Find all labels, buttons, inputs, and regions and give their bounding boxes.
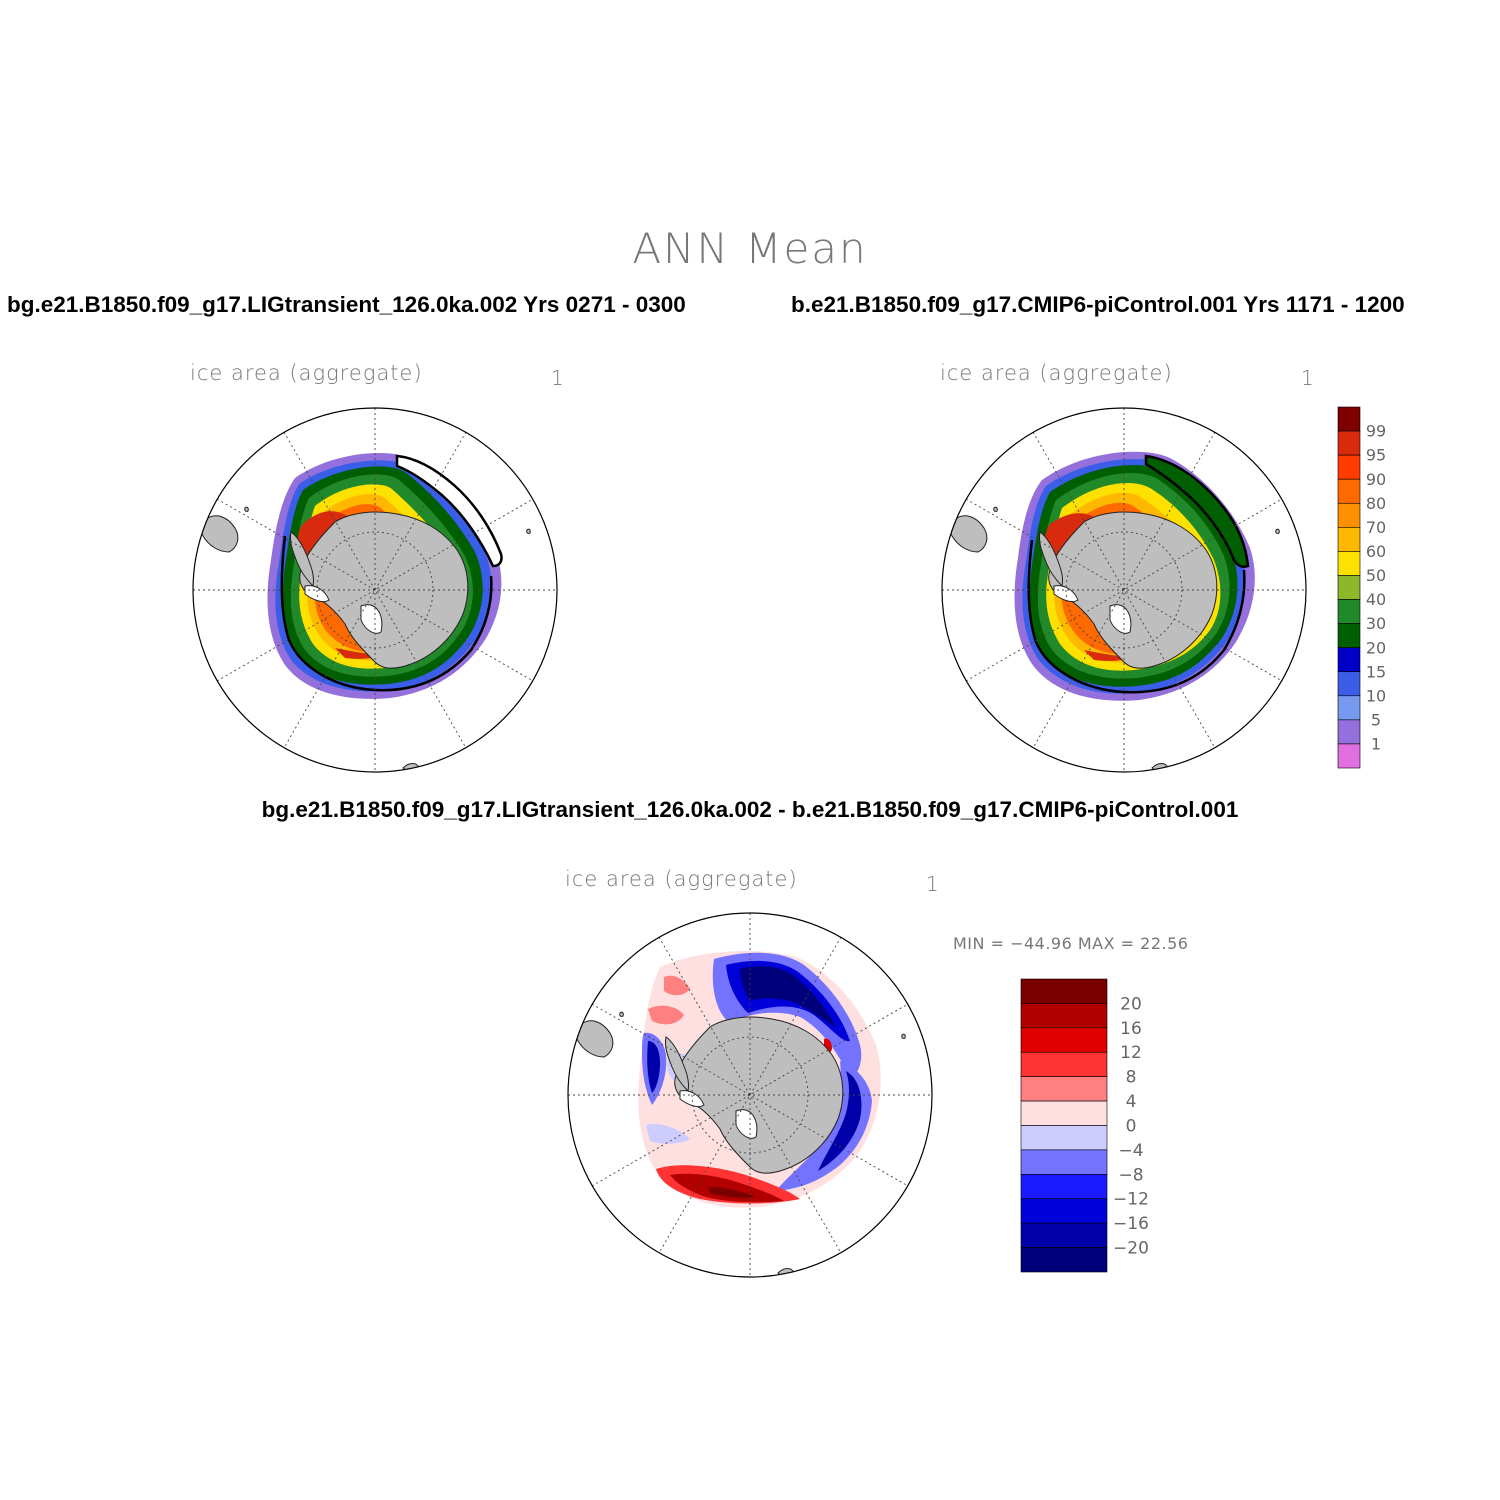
abs-colorbar-tick-label: 80 <box>1366 494 1386 513</box>
diff-colorbar-swatch <box>1020 1222 1108 1248</box>
diff-colorbar-swatch <box>1020 1174 1108 1200</box>
abs-colorbar-tick-label: 5 <box>1371 710 1381 729</box>
abs-colorbar-swatch <box>1337 695 1361 721</box>
abs-colorbar-tick-label: 95 <box>1366 446 1386 465</box>
abs-colorbar-swatch <box>1337 623 1361 648</box>
diff-colorbar-swatch <box>1020 1076 1108 1102</box>
diff-colorbar-tick-label: −20 <box>1113 1239 1149 1259</box>
diff-colorbar-tick-label: 12 <box>1120 1043 1142 1063</box>
diff-colorbar-swatch <box>1020 1027 1108 1053</box>
abs-colorbar-swatch <box>1337 719 1361 745</box>
abs-colorbar-swatch <box>1337 406 1361 432</box>
diff-colorbar-swatch <box>1020 1149 1108 1175</box>
diff-colorbar-tick-label: 4 <box>1126 1092 1137 1112</box>
abs-colorbar-swatch <box>1337 430 1361 456</box>
graticule <box>568 913 932 1277</box>
diff-colorbar-tick-label: 20 <box>1120 994 1142 1014</box>
diff-case-title: bg.e21.B1850.f09_g17.LIGtransient_126.0k… <box>261 797 1239 822</box>
abs-colorbar-tick-label: 10 <box>1366 686 1386 705</box>
diff-colorbar-swatch <box>1020 1100 1108 1126</box>
abs-colorbar-swatch <box>1337 671 1361 697</box>
abs-colorbar-tick-label: 20 <box>1366 638 1386 657</box>
panel1-variable-title: ice area (aggregate) <box>190 361 423 385</box>
abs-colorbar-tick-label: 40 <box>1366 590 1386 609</box>
abs-colorbar-swatch <box>1337 743 1361 769</box>
graticule <box>193 408 557 772</box>
main-title: ANN Mean <box>632 224 868 273</box>
panel1-case-title: bg.e21.B1850.f09_g17.LIGtransient_126.0k… <box>7 292 686 317</box>
abs-colorbar-tick-label: 60 <box>1366 542 1386 561</box>
diff-variable-title: ice area (aggregate) <box>565 867 798 891</box>
abs-colorbar-swatch <box>1337 551 1361 576</box>
abs-colorbar-swatch <box>1337 502 1361 528</box>
map-panel-1 <box>192 407 558 773</box>
map-boundary <box>941 407 1307 773</box>
graticule <box>942 408 1306 772</box>
diff-colorbar-tick-label: 8 <box>1126 1068 1137 1088</box>
panel1-units: 1 <box>551 366 564 390</box>
map-panel-difference <box>567 912 933 1278</box>
abs-colorbar-swatch <box>1337 527 1361 552</box>
abs-colorbar-tick-label: 15 <box>1366 662 1386 681</box>
abs-colorbar-swatch <box>1337 599 1361 624</box>
map-boundary <box>567 912 933 1278</box>
abs-colorbar-tick-label: 1 <box>1371 735 1381 754</box>
map-boundary <box>192 407 558 773</box>
diff-colorbar: 20 16 12 8 4 0 −4 −8 −12 −16 −20 <box>1020 978 1149 1273</box>
abs-colorbar-tick-label: 70 <box>1366 518 1386 537</box>
south-america-tip <box>948 506 998 553</box>
abs-colorbar-tick-label: 90 <box>1366 470 1386 489</box>
diff-colorbar-tick-label: 0 <box>1126 1116 1137 1136</box>
diff-colorbar-swatch <box>1020 1051 1108 1077</box>
panel2-variable-title: ice area (aggregate) <box>940 361 1173 385</box>
diff-colorbar-swatch <box>1020 1003 1108 1029</box>
south-america-tip <box>199 506 249 553</box>
diff-colorbar-tick-label: −16 <box>1113 1214 1149 1234</box>
diff-colorbar-swatch <box>1020 1247 1108 1273</box>
diff-colorbar-tick-label: −4 <box>1118 1141 1143 1161</box>
abs-colorbar: 99 95 90 80 70 60 50 40 30 20 15 10 5 1 <box>1337 406 1386 769</box>
abs-colorbar-tick-label: 50 <box>1366 566 1386 585</box>
abs-colorbar-swatch <box>1337 575 1361 600</box>
panel2-units: 1 <box>1301 366 1314 390</box>
diff-colorbar-swatch <box>1020 978 1108 1004</box>
abs-colorbar-swatch <box>1337 478 1361 504</box>
abs-colorbar-tick-label: 99 <box>1366 422 1386 441</box>
diff-colorbar-swatch <box>1020 1125 1108 1151</box>
diff-colorbar-tick-label: −8 <box>1118 1165 1143 1185</box>
diff-units: 1 <box>926 872 939 896</box>
diff-colorbar-tick-label: 16 <box>1120 1019 1142 1039</box>
abs-colorbar-tick-label: 30 <box>1366 614 1386 633</box>
diff-colorbar-swatch <box>1020 1198 1108 1224</box>
diff-minmax-label: MIN = −44.96 MAX = 22.56 <box>953 934 1189 953</box>
map-panel-2 <box>941 407 1307 773</box>
diff-colorbar-tick-label: −12 <box>1113 1190 1149 1210</box>
panel2-case-title: b.e21.B1850.f09_g17.CMIP6-piControl.001 … <box>791 292 1405 317</box>
abs-colorbar-swatch <box>1337 454 1361 480</box>
abs-colorbar-swatch <box>1337 647 1361 673</box>
south-america-tip <box>574 1011 624 1058</box>
